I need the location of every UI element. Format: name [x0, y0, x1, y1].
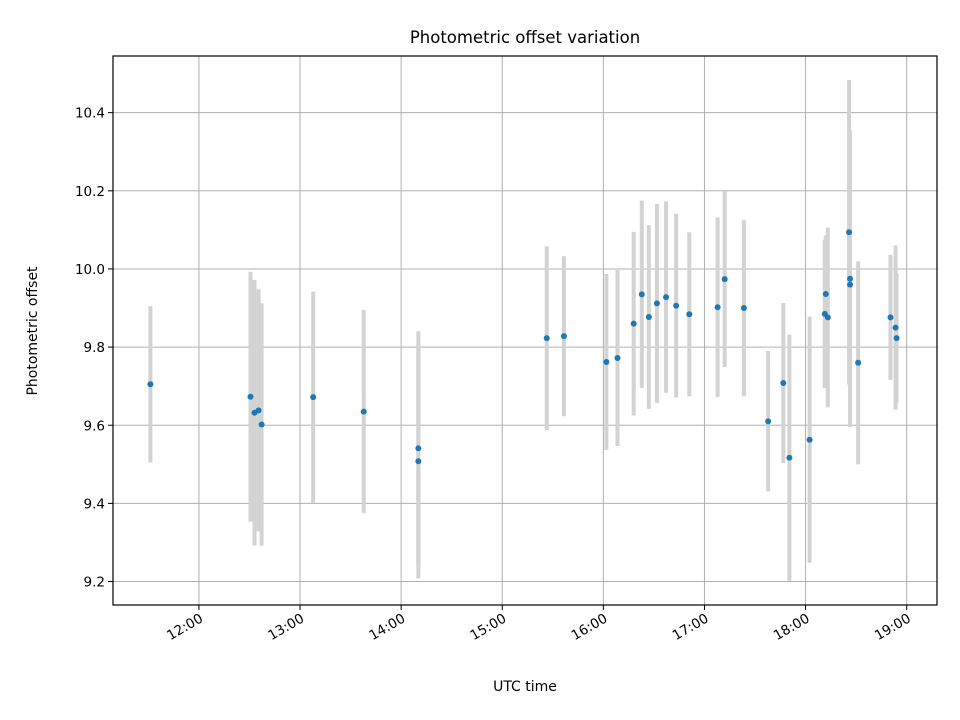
data-point: [673, 302, 680, 309]
x-tick-label: 17:00: [670, 611, 712, 644]
data-point: [780, 380, 787, 387]
data-point: [847, 275, 854, 282]
data-point: [603, 358, 610, 365]
y-axis-label: Photometric offset: [25, 266, 41, 396]
data-point: [822, 290, 829, 297]
x-axis-label: UTC time: [493, 679, 557, 695]
x-tick-label: 16:00: [569, 611, 611, 644]
data-point: [360, 408, 367, 415]
data-point: [686, 311, 693, 318]
data-point: [147, 381, 154, 388]
data-point: [415, 458, 422, 465]
grid: [113, 56, 937, 605]
data-point: [310, 394, 317, 401]
data-point: [887, 314, 894, 321]
data-point: [415, 445, 422, 452]
data-point: [255, 407, 262, 414]
y-tick-label: 10.4: [75, 106, 105, 122]
data-point: [614, 355, 621, 362]
y-tick-label: 9.8: [84, 340, 105, 356]
x-tick-label: 15:00: [468, 611, 510, 644]
y-tick-label: 10.0: [75, 262, 105, 278]
x-axis: 12:00 13:00 14:00 15:00 16:00 17:00 18:00 19:00: [164, 605, 914, 644]
data-point: [653, 300, 660, 307]
data-point: [560, 333, 567, 340]
x-tick-label: 12:00: [164, 611, 206, 644]
y-tick-label: 9.6: [84, 418, 105, 434]
data-point: [258, 421, 265, 428]
data-point: [543, 335, 550, 342]
data-point: [806, 436, 813, 443]
x-tick-label: 18:00: [771, 611, 813, 644]
data-point: [721, 276, 728, 283]
data-point: [786, 454, 793, 461]
y-tick-label: 9.2: [84, 575, 105, 591]
data-point: [638, 291, 645, 298]
x-tick-label: 13:00: [265, 611, 307, 644]
y-tick-label: 10.2: [75, 184, 105, 200]
data-point: [663, 294, 670, 301]
data-point: [630, 320, 637, 327]
data-point: [740, 305, 747, 312]
chart-title: Photometric offset variation: [410, 28, 640, 47]
x-tick-label: 19:00: [872, 611, 914, 644]
plot-frame: [112, 55, 938, 606]
data-point: [893, 335, 900, 342]
y-tick-label: 9.4: [84, 496, 105, 512]
y-axis: 9.2 9.4 9.6 9.8 10.0 10.2 10.4: [75, 106, 113, 591]
data-point: [892, 324, 899, 331]
errorbars: [148, 79, 899, 581]
data-points: [147, 229, 900, 465]
data-point: [846, 229, 853, 236]
data-point: [714, 304, 721, 311]
x-tick-label: 14:00: [366, 611, 408, 644]
data-point: [247, 393, 254, 400]
data-point: [847, 281, 854, 288]
data-point: [645, 314, 652, 321]
data-point: [765, 418, 772, 425]
data-point: [824, 314, 831, 321]
data-point: [855, 359, 862, 366]
